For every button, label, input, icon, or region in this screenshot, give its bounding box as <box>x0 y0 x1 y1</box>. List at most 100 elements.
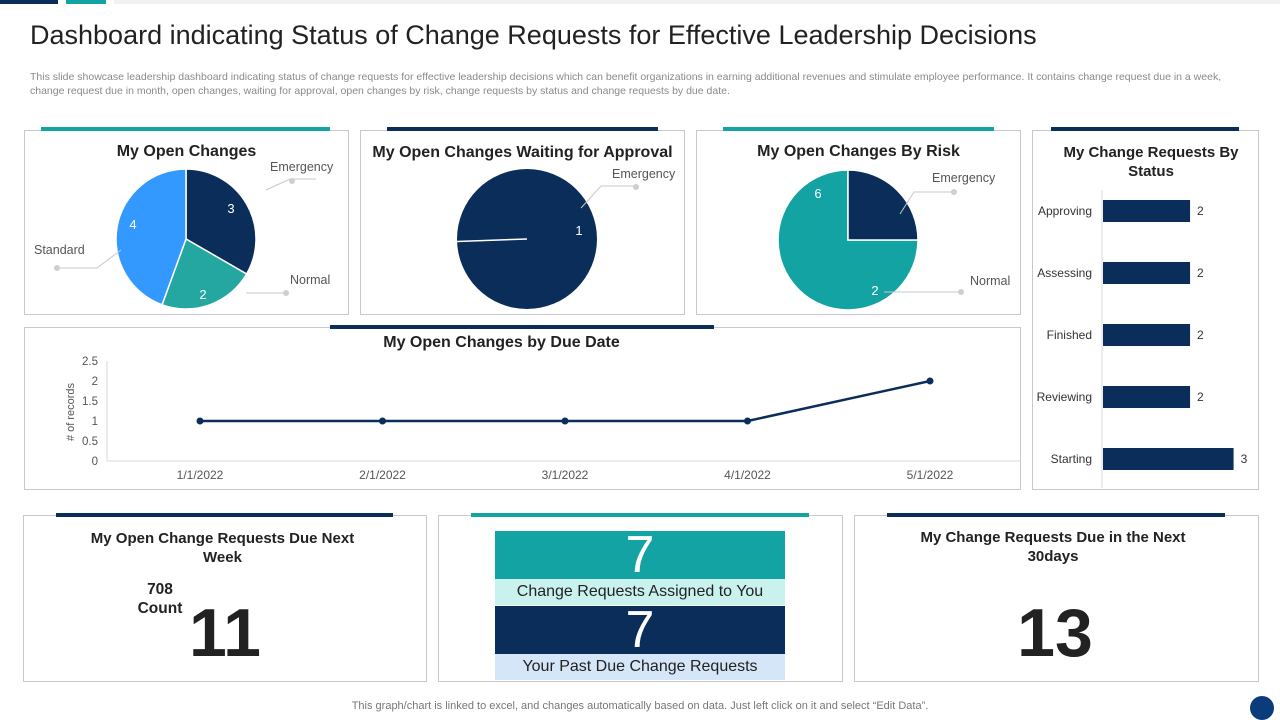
due-next-week-title: My Open Change Requests Due Next Week <box>90 530 355 566</box>
x-tick-label: 3/1/2022 <box>542 468 589 482</box>
panel-accent-bar <box>387 127 658 131</box>
pie-slice-normal <box>161 237 248 310</box>
status-bar-assessing <box>1103 262 1191 284</box>
due-30-days-panel <box>854 515 1259 682</box>
slice-label-emergency: Emergency <box>612 167 676 181</box>
past-due-value: 7 <box>625 601 655 659</box>
assigned-label-box: Change Requests Assigned to You <box>495 579 785 605</box>
status-bar-reviewing <box>1103 386 1191 408</box>
due-next-week-panel <box>23 515 427 682</box>
bar-category-label: Reviewing <box>1037 390 1092 404</box>
slice-label-emergency: Emergency <box>270 160 334 174</box>
slice-label-emergency: Emergency <box>932 171 996 185</box>
line-series <box>200 379 931 423</box>
count-label: Count <box>137 600 183 617</box>
slice-seam <box>457 238 528 243</box>
bar-category-label: Assessing <box>1037 266 1092 280</box>
due-30-days-title: My Change Requests Due in the Next 30day… <box>920 529 1186 565</box>
status-bar-approving <box>1103 200 1191 222</box>
due-date-title: My Open Changes by Due Date <box>383 334 620 351</box>
slice-value-normal: 2 <box>871 283 878 298</box>
bar-value-label: 2 <box>1197 328 1204 342</box>
slice-value-emergency: 6 <box>814 186 821 201</box>
page-description: This slide showcase leadership dashboard… <box>30 71 1222 97</box>
y-tick-label: 0.5 <box>82 436 98 448</box>
x-tick-label: 1/1/2022 <box>177 468 224 482</box>
pie-slice-emergency <box>185 168 257 276</box>
status-bar-starting <box>1103 448 1234 470</box>
x-tick-label: 2/1/2022 <box>359 468 406 482</box>
y-tick-label: 0 <box>92 456 98 468</box>
due-30-days-value: 13 <box>1017 595 1093 671</box>
by-status-bar-chart: Approving 2 Assessing 2 Finished 2 Reviewing 2 S… <box>1037 190 1248 488</box>
bar-category-label: Approving <box>1038 204 1092 218</box>
bar-value-label: 2 <box>1197 266 1204 280</box>
leader-dot <box>633 184 639 190</box>
y-tick-label: 1 <box>92 416 98 428</box>
by-status-title: My Change Requests By Status <box>1063 144 1239 180</box>
line-point <box>926 377 934 385</box>
pie-slice-normal <box>847 169 919 241</box>
leader-dot <box>54 265 60 271</box>
top-accent-bar <box>0 0 58 4</box>
panel-accent-bar <box>723 127 994 131</box>
y-axis-label: # of records <box>65 382 77 441</box>
leader-line <box>57 249 122 269</box>
open-changes-title: My Open Changes <box>116 143 257 160</box>
y-tick-label: 2.5 <box>82 356 98 368</box>
bar-category-label: Starting <box>1051 452 1092 466</box>
by-risk-pie: Emergency Normal 6 2 <box>777 169 1010 311</box>
waiting-approval-title: My Open Changes Waiting for Approval <box>372 144 673 161</box>
past-due-label-box: Your Past Due Change Requests <box>495 654 785 680</box>
bar-value-label: 3 <box>1241 452 1248 466</box>
slice-value-emergency: 3 <box>227 201 234 216</box>
footer-note: This graph/chart is linked to excel, and… <box>351 700 929 712</box>
bar-value-label: 2 <box>1197 204 1204 218</box>
corner-badge <box>1250 696 1274 720</box>
leader-line <box>899 191 953 215</box>
assigned-label: Change Requests Assigned to You <box>516 583 764 600</box>
bar-value-label: 2 <box>1197 390 1204 404</box>
y-tick-label: 1.5 <box>82 396 98 408</box>
line-point <box>379 417 386 425</box>
slice-label-normal: Normal <box>290 273 330 287</box>
slice-value-standard: 4 <box>129 217 136 232</box>
line-point <box>196 417 204 425</box>
panel-accent-bar <box>41 127 330 131</box>
leader-dot <box>951 189 957 195</box>
leader-dot <box>283 290 289 296</box>
count-value: 708 <box>147 581 173 598</box>
pie-slice-standard <box>115 168 187 306</box>
past-due-label: Your Past Due Change Requests <box>522 658 758 675</box>
panel-accent-bar <box>471 513 809 517</box>
bar-category-label: Finished <box>1047 328 1092 342</box>
panel-accent-bar <box>1051 127 1239 131</box>
due-date-line-chart: # of records 0 0.5 1 1.5 2 2.5 1/1/2022 2/1/20… <box>65 356 1020 482</box>
panel-accent-bar <box>56 513 393 517</box>
slice-value-emergency: 1 <box>575 223 582 238</box>
line-point <box>561 417 569 425</box>
slice-value-normal: 2 <box>199 287 206 302</box>
by-status-panel <box>1032 130 1259 490</box>
top-accent-bar <box>114 0 1280 4</box>
page-title: Dashboard indicating Status of Change Re… <box>30 20 1037 50</box>
panel-accent-bar <box>330 325 714 329</box>
assigned-value: 7 <box>625 526 655 584</box>
status-bar-finished <box>1103 324 1191 346</box>
leader-dot <box>289 178 295 184</box>
x-tick-label: 5/1/2022 <box>907 468 954 482</box>
leader-line <box>580 185 635 209</box>
slice-label-standard: Standard <box>34 243 85 257</box>
y-tick-label: 2 <box>92 376 98 388</box>
slice-label-normal: Normal <box>970 274 1010 288</box>
assigned-tile: 7 <box>495 526 785 584</box>
past-due-tile: 7 <box>495 601 785 659</box>
by-risk-title: My Open Changes By Risk <box>757 143 960 160</box>
due-next-week-value: 11 <box>189 595 261 671</box>
waiting-approval-pie: Emergency 1 <box>457 167 676 309</box>
open-changes-pie: Emergency Normal Standard 3 2 4 <box>34 160 334 310</box>
due-date-panel <box>24 327 1021 490</box>
leader-dot <box>958 289 964 295</box>
panel-accent-bar <box>887 513 1225 517</box>
line-point <box>744 417 751 425</box>
